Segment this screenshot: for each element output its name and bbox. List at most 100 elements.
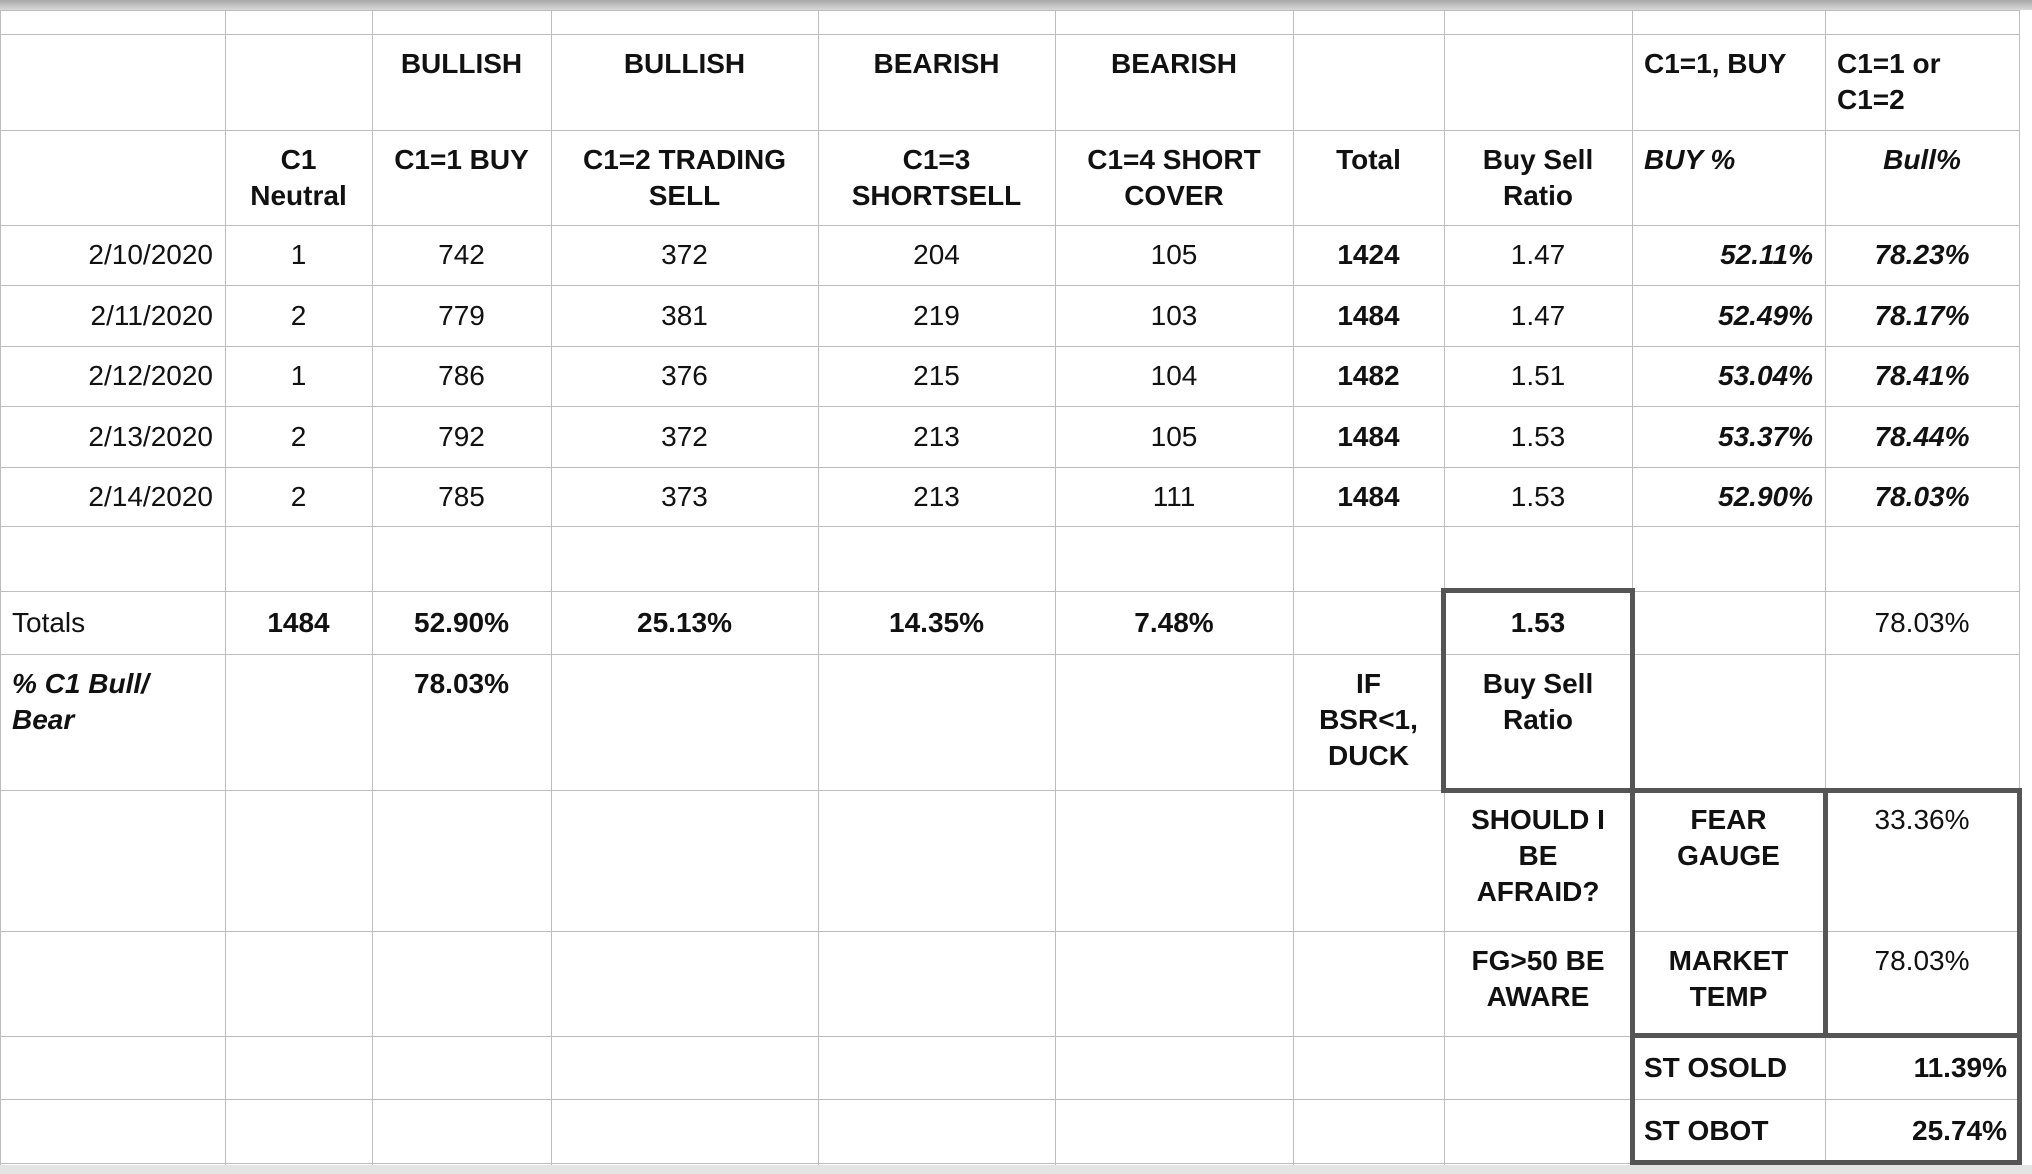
cell: 204: [913, 239, 960, 270]
highlight-box: [1630, 1033, 2022, 1165]
cell: 78.03%: [1874, 480, 1970, 512]
cell: Totals: [12, 606, 86, 638]
grid-line: [2019, 10, 2020, 1165]
cell: BUY %: [1644, 144, 1736, 175]
grid-line: [0, 1099, 2019, 1100]
cell: 14.35%: [889, 606, 984, 638]
grid-line: [372, 10, 373, 1165]
grid-line: [0, 225, 2019, 226]
cell: Buy Sell Ratio: [1482, 144, 1594, 211]
grid-line: [0, 406, 2019, 407]
cell: 78.44%: [1874, 420, 1970, 452]
cell: 1.51: [1510, 360, 1566, 391]
cell: 372: [661, 420, 708, 452]
cell: 1: [290, 360, 307, 391]
cell: 2/12/2020: [88, 360, 213, 391]
grid-line: [0, 1036, 2019, 1037]
cell: 1.53: [1510, 480, 1566, 512]
cell: 1484: [1337, 480, 1400, 512]
grid-line: [1055, 10, 1056, 1165]
cell: 1484: [1337, 299, 1400, 331]
grid-line: [1293, 10, 1294, 1165]
cell: C1=1 BUY: [394, 144, 529, 175]
cell: 1484: [267, 606, 330, 638]
cell: 105: [1150, 239, 1198, 270]
cell: BULLISH: [400, 48, 523, 79]
grid-line: [0, 285, 2019, 286]
grid-line: [225, 10, 226, 1165]
cell: 1: [290, 239, 307, 270]
grid-line: [551, 10, 552, 1165]
cell: 104: [1150, 360, 1198, 391]
highlight-box: [1441, 588, 1635, 793]
cell: IF BSR<1, DUCK: [1319, 668, 1418, 771]
grid-line: [0, 654, 2019, 655]
cell: 1484: [1337, 420, 1400, 452]
cell: 2: [290, 420, 307, 452]
cell: 78.17%: [1874, 299, 1970, 331]
cell: 372: [661, 239, 708, 270]
cell: 785: [438, 480, 485, 512]
grid-line: [1444, 10, 1445, 1165]
cell: 111: [1152, 480, 1196, 512]
cell: 103: [1150, 299, 1198, 331]
grid-line: [0, 34, 2019, 35]
cell: 25.13%: [637, 606, 732, 638]
cell: C1=2 TRADING SELL: [582, 144, 787, 211]
cell: 78.03%: [1874, 945, 1970, 976]
cell: Bull%: [1883, 144, 1961, 175]
cell: BULLISH: [623, 48, 746, 79]
cell: 215: [913, 360, 960, 391]
cell: C1=4 SHORT COVER: [1087, 144, 1261, 211]
cell: ST OSOLD: [1644, 1051, 1788, 1083]
grid-line: [0, 10, 1, 1165]
cell: 779: [438, 299, 485, 331]
grid-line: [0, 591, 2019, 592]
cell: FG>50 BE AWARE: [1471, 945, 1605, 1012]
grid-line: [0, 467, 2019, 468]
bottom-bar: [0, 1165, 2032, 1174]
cell: BEARISH: [1110, 48, 1237, 79]
top-bar: [0, 0, 2032, 10]
cell: 2/14/2020: [88, 480, 213, 512]
grid-line: [818, 10, 819, 1165]
cell: 78.41%: [1874, 360, 1970, 391]
cell: 2/11/2020: [90, 299, 214, 331]
cell: 381: [661, 299, 708, 331]
cell: 52.90%: [1718, 480, 1813, 512]
cell: 1.53: [1510, 420, 1566, 452]
cell: 33.36%: [1874, 804, 1970, 835]
cell: 213: [913, 420, 960, 452]
cell: 53.37%: [1718, 420, 1813, 452]
cell: 78.23%: [1874, 239, 1970, 270]
cell: 52.90%: [414, 606, 509, 638]
grid-line: [0, 346, 2019, 347]
cell: 53.04%: [1718, 360, 1813, 391]
cell: % C1 Bull/ Bear: [12, 668, 149, 735]
grid-line: [1632, 10, 1633, 1165]
cell: C1=1 or C1=2: [1837, 48, 1941, 115]
cell: 78.03%: [414, 668, 509, 699]
cell: 1424: [1337, 239, 1400, 270]
cell: 1.47: [1510, 299, 1566, 331]
cell: 786: [438, 360, 485, 391]
cell: ST OBOT: [1644, 1115, 1769, 1146]
grid-line: [0, 10, 2019, 11]
cell: BEARISH: [873, 48, 1000, 79]
cell: 2: [290, 299, 307, 331]
cell: C1 Neutral: [250, 144, 347, 211]
cell: 373: [661, 480, 708, 512]
cell: 11.39%: [1913, 1051, 2007, 1083]
grid-line: [0, 526, 2019, 527]
cell: 105: [1150, 420, 1198, 452]
grid-line: [0, 130, 2019, 131]
cell: FEAR GAUGE: [1677, 804, 1780, 871]
cell: 2: [290, 480, 307, 512]
cell: 213: [913, 480, 960, 512]
cell: 2/13/2020: [88, 420, 213, 452]
cell: 1.53: [1510, 606, 1566, 638]
cell: 1.47: [1510, 239, 1566, 270]
cell: SHOULD I BE AFRAID?: [1471, 804, 1605, 907]
cell: 7.48%: [1134, 606, 1214, 638]
